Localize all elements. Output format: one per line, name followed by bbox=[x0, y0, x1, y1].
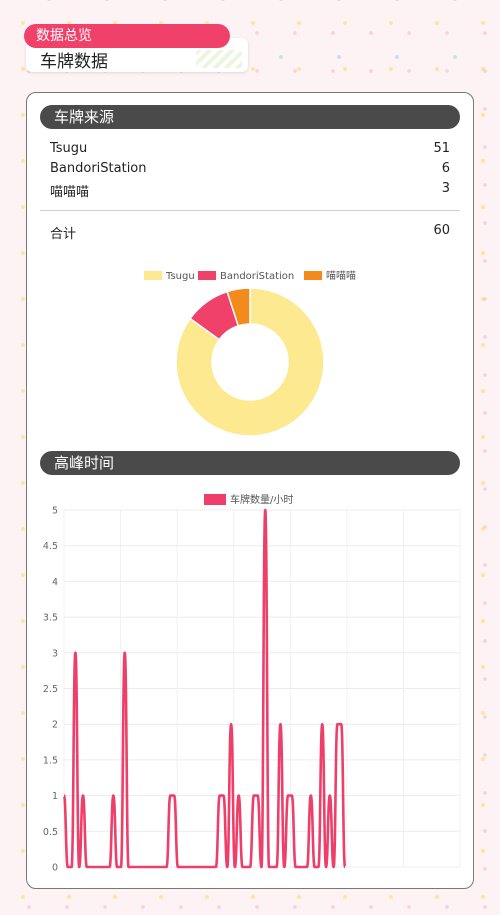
source-value: 6 bbox=[441, 161, 450, 176]
y-tick-label: 0.5 bbox=[43, 827, 58, 838]
legend-label: 车牌数量/小时 bbox=[230, 493, 293, 506]
legend-swatch bbox=[204, 494, 226, 505]
source-row: 喵喵喵 3 bbox=[50, 181, 450, 200]
legend-label: Tsugu bbox=[165, 271, 195, 282]
header-decoration bbox=[196, 50, 242, 68]
y-tick-label: 2 bbox=[52, 720, 58, 731]
y-tick-label: 2.5 bbox=[43, 684, 58, 695]
y-tick-label: 3 bbox=[52, 648, 58, 659]
total-row: 合计 60 bbox=[50, 223, 450, 242]
legend-swatch bbox=[144, 271, 162, 280]
header-tag: 数据总览 bbox=[24, 24, 230, 48]
y-tick-label: 3.5 bbox=[43, 613, 58, 624]
total-value: 60 bbox=[433, 223, 450, 238]
legend-item: Tsugu bbox=[144, 271, 195, 282]
line-chart: 车牌数量/小时 0 0.5 1 1.5 2 2.5 3 3.5 4 4.5 5 bbox=[43, 493, 461, 874]
source-name: 喵喵喵 bbox=[50, 185, 90, 200]
main-card bbox=[26, 92, 474, 889]
legend-swatch bbox=[198, 271, 216, 280]
source-row: Tsugu 51 bbox=[50, 141, 450, 156]
y-tick-label: 0 bbox=[52, 863, 58, 874]
legend-label: BandoriStation bbox=[220, 271, 294, 282]
y-tick-label: 1 bbox=[52, 791, 58, 802]
source-name: BandoriStation bbox=[50, 161, 147, 176]
legend-item: BandoriStation bbox=[198, 271, 294, 282]
source-row: BandoriStation 6 bbox=[50, 161, 450, 176]
legend-swatch bbox=[304, 271, 322, 280]
source-value: 51 bbox=[433, 141, 450, 156]
donut-chart: Tsugu BandoriStation 喵喵喵 bbox=[144, 270, 356, 437]
legend-item: 车牌数量/小时 bbox=[204, 493, 293, 506]
donut-slice bbox=[175, 287, 325, 437]
y-tick-label: 5 bbox=[52, 506, 58, 517]
y-tick-label: 4.5 bbox=[43, 541, 58, 552]
total-label: 合计 bbox=[50, 227, 77, 242]
page-title: 车牌数据 bbox=[40, 52, 108, 72]
legend-item: 喵喵喵 bbox=[304, 270, 356, 282]
divider bbox=[40, 210, 460, 211]
source-name: Tsugu bbox=[50, 141, 88, 156]
section-header-peak: 高峰时间 bbox=[40, 451, 460, 475]
section-header-sources: 车牌来源 bbox=[40, 105, 460, 129]
y-tick-label: 1.5 bbox=[43, 755, 58, 766]
donut-slice bbox=[226, 287, 251, 327]
source-value: 3 bbox=[441, 181, 450, 196]
y-tick-label: 4 bbox=[52, 577, 58, 588]
legend-label: 喵喵喵 bbox=[326, 270, 356, 282]
